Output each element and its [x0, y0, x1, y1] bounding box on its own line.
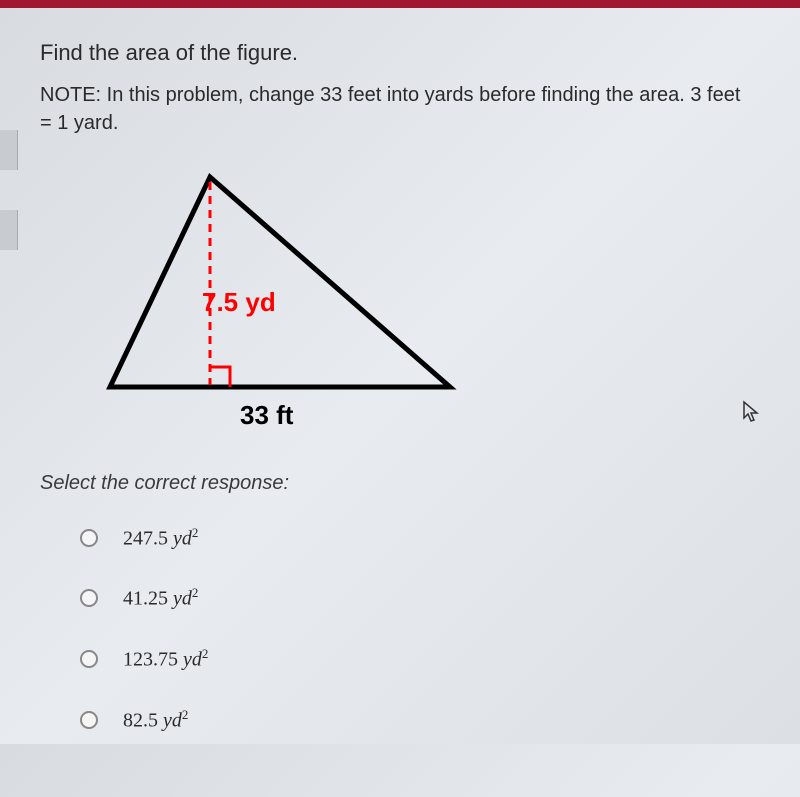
- left-side-tabs: [0, 130, 18, 290]
- triangle-outline: [110, 177, 450, 387]
- option-exp: 2: [202, 646, 209, 661]
- triangle-svg: [90, 162, 470, 432]
- option-exp: 2: [182, 707, 189, 722]
- option-exp: 2: [192, 585, 199, 600]
- base-label: 33 ft: [240, 400, 293, 431]
- option-unit: yd: [183, 649, 202, 671]
- question-prompt: Find the area of the figure.: [40, 38, 750, 69]
- option-unit: yd: [163, 709, 182, 731]
- content-area: Find the area of the figure. NOTE: In th…: [0, 8, 800, 797]
- radio-option-1[interactable]: [80, 529, 98, 547]
- option-value: 41.25: [123, 588, 168, 610]
- option-value: 247.5: [123, 527, 168, 549]
- radio-option-3[interactable]: [80, 650, 98, 668]
- option-row[interactable]: 247.5 yd2: [80, 525, 750, 551]
- radio-option-2[interactable]: [80, 589, 98, 607]
- option-text: 82.5 yd2: [123, 707, 188, 733]
- option-unit: yd: [173, 588, 192, 610]
- top-accent-bar: [0, 0, 800, 8]
- option-exp: 2: [192, 525, 199, 540]
- tab-mark: [0, 210, 18, 250]
- option-row[interactable]: 123.75 yd2: [80, 646, 750, 672]
- option-row[interactable]: 41.25 yd2: [80, 585, 750, 611]
- option-text: 41.25 yd2: [123, 585, 198, 611]
- triangle-figure: 7.5 yd 33 ft: [90, 162, 470, 432]
- option-unit: yd: [173, 527, 192, 549]
- tab-mark: [0, 130, 18, 170]
- option-row[interactable]: 82.5 yd2: [80, 707, 750, 733]
- radio-option-4[interactable]: [80, 711, 98, 729]
- option-value: 123.75: [123, 649, 178, 671]
- mouse-cursor-icon: [742, 400, 760, 430]
- question-note: NOTE: In this problem, change 33 feet in…: [40, 81, 750, 137]
- option-value: 82.5: [123, 709, 158, 731]
- select-prompt: Select the correct response:: [40, 472, 750, 495]
- option-text: 247.5 yd2: [123, 525, 198, 551]
- option-text: 123.75 yd2: [123, 646, 208, 672]
- right-angle-marker: [210, 367, 230, 387]
- height-label: 7.5 yd: [202, 287, 276, 318]
